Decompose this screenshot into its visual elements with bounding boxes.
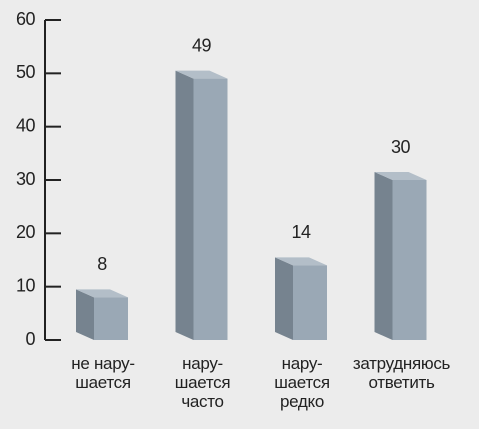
- value-label: 49: [192, 35, 212, 55]
- bar: [76, 289, 128, 340]
- bar-side: [76, 289, 94, 340]
- y-tick-label: 0: [25, 329, 35, 349]
- x-tick-label: не нару- шается: [71, 354, 135, 392]
- y-tick-label: 50: [16, 62, 36, 82]
- bar-front: [293, 265, 327, 340]
- bar-front: [193, 78, 228, 341]
- bar-top: [275, 257, 327, 266]
- bar-top: [76, 289, 128, 298]
- bar-side: [175, 70, 194, 341]
- bar: [374, 172, 427, 340]
- value-label: 8: [97, 254, 107, 274]
- bar-side: [374, 172, 393, 340]
- bar-top: [374, 172, 427, 180]
- x-tick-label: нару- шается редко: [274, 354, 330, 411]
- bar: [275, 257, 327, 340]
- x-tick-label: нару- шается часто: [174, 354, 231, 411]
- bar-front: [392, 180, 427, 340]
- bar-front: [94, 297, 128, 340]
- y-tick-label: 30: [16, 169, 36, 189]
- y-tick-label: 10: [16, 275, 36, 295]
- y-tick-label: 60: [16, 9, 36, 29]
- value-label: 14: [291, 222, 311, 242]
- value-label: 30: [391, 137, 411, 157]
- x-tick-label: затрудняюсь ответить: [352, 354, 451, 392]
- bar-side: [275, 257, 293, 340]
- y-tick-label: 40: [16, 115, 36, 135]
- bar-top: [175, 70, 228, 79]
- y-tick-label: 20: [16, 222, 36, 242]
- bar: [175, 70, 228, 341]
